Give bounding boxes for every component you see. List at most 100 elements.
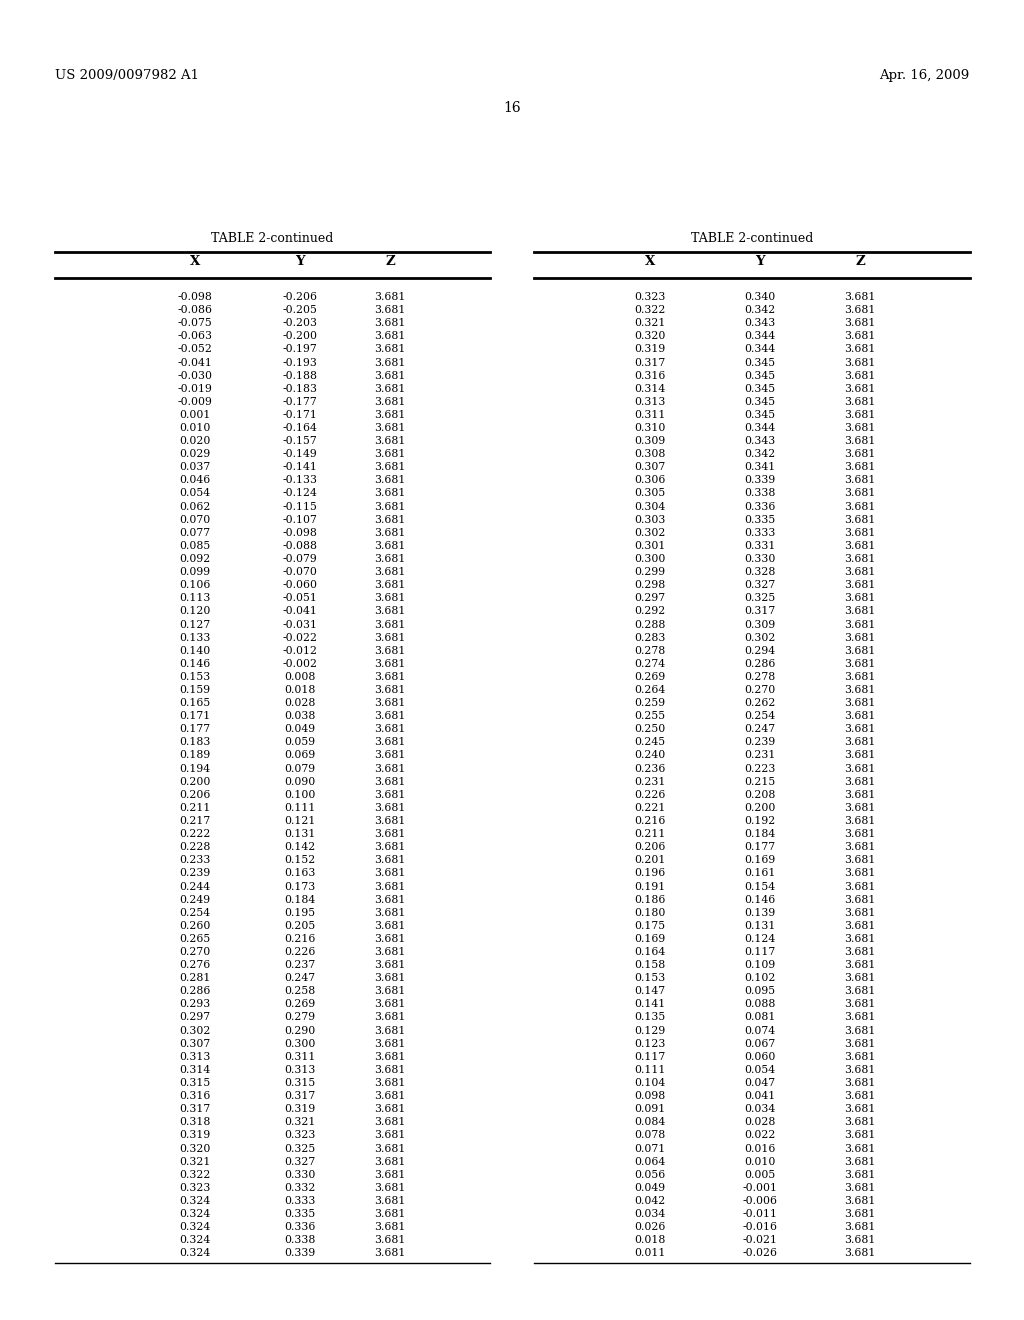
Text: 3.681: 3.681 — [845, 515, 876, 525]
Text: -0.088: -0.088 — [283, 541, 317, 550]
Text: 3.681: 3.681 — [375, 935, 406, 944]
Text: 0.305: 0.305 — [635, 488, 666, 499]
Text: 3.681: 3.681 — [845, 345, 876, 354]
Text: 0.343: 0.343 — [744, 436, 775, 446]
Text: 0.169: 0.169 — [635, 935, 666, 944]
Text: 0.313: 0.313 — [179, 1052, 211, 1061]
Text: 0.321: 0.321 — [179, 1156, 211, 1167]
Text: 0.345: 0.345 — [744, 371, 775, 380]
Text: X: X — [645, 255, 655, 268]
Text: 0.100: 0.100 — [285, 789, 315, 800]
Text: 3.681: 3.681 — [375, 593, 406, 603]
Text: 0.313: 0.313 — [285, 1065, 315, 1074]
Text: 0.237: 0.237 — [285, 960, 315, 970]
Text: 0.315: 0.315 — [179, 1078, 211, 1088]
Text: 0.300: 0.300 — [285, 1039, 315, 1048]
Text: 0.042: 0.042 — [635, 1196, 666, 1206]
Text: 0.258: 0.258 — [285, 986, 315, 997]
Text: 0.321: 0.321 — [285, 1117, 315, 1127]
Text: 0.041: 0.041 — [744, 1092, 775, 1101]
Text: Y: Y — [295, 255, 305, 268]
Text: 3.681: 3.681 — [375, 842, 406, 853]
Text: 3.681: 3.681 — [375, 1105, 406, 1114]
Text: -0.063: -0.063 — [177, 331, 213, 342]
Text: 0.184: 0.184 — [285, 895, 315, 904]
Text: 0.135: 0.135 — [635, 1012, 666, 1023]
Text: 3.681: 3.681 — [375, 685, 406, 696]
Text: 0.344: 0.344 — [744, 345, 775, 354]
Text: 3.681: 3.681 — [375, 581, 406, 590]
Text: 0.318: 0.318 — [179, 1117, 211, 1127]
Text: 0.184: 0.184 — [744, 829, 775, 840]
Text: 0.323: 0.323 — [634, 292, 666, 302]
Text: 3.681: 3.681 — [845, 816, 876, 826]
Text: 0.056: 0.056 — [635, 1170, 666, 1180]
Text: 0.320: 0.320 — [179, 1143, 211, 1154]
Text: -0.026: -0.026 — [742, 1249, 777, 1258]
Text: 0.325: 0.325 — [285, 1143, 315, 1154]
Text: 3.681: 3.681 — [845, 632, 876, 643]
Text: 0.333: 0.333 — [285, 1196, 315, 1206]
Text: 0.328: 0.328 — [744, 568, 776, 577]
Text: 0.196: 0.196 — [635, 869, 666, 878]
Text: 0.046: 0.046 — [179, 475, 211, 486]
Text: 0.206: 0.206 — [634, 842, 666, 853]
Text: TABLE 2-continued: TABLE 2-continued — [691, 232, 813, 246]
Text: 3.681: 3.681 — [845, 1170, 876, 1180]
Text: 0.180: 0.180 — [634, 908, 666, 917]
Text: -0.019: -0.019 — [177, 384, 212, 393]
Text: 3.681: 3.681 — [845, 593, 876, 603]
Text: 3.681: 3.681 — [845, 462, 876, 473]
Text: 0.078: 0.078 — [635, 1130, 666, 1140]
Text: 3.681: 3.681 — [845, 1117, 876, 1127]
Text: 3.681: 3.681 — [845, 698, 876, 708]
Text: 3.681: 3.681 — [375, 305, 406, 315]
Text: 0.341: 0.341 — [744, 462, 775, 473]
Text: 0.169: 0.169 — [744, 855, 775, 866]
Text: 3.681: 3.681 — [845, 921, 876, 931]
Text: -0.124: -0.124 — [283, 488, 317, 499]
Text: 3.681: 3.681 — [845, 422, 876, 433]
Text: -0.171: -0.171 — [283, 411, 317, 420]
Text: 3.681: 3.681 — [375, 1170, 406, 1180]
Text: 0.124: 0.124 — [744, 935, 775, 944]
Text: 0.338: 0.338 — [744, 488, 776, 499]
Text: 0.175: 0.175 — [635, 921, 666, 931]
Text: 0.338: 0.338 — [285, 1236, 315, 1245]
Text: 3.681: 3.681 — [845, 1130, 876, 1140]
Text: 0.117: 0.117 — [744, 946, 775, 957]
Text: 3.681: 3.681 — [375, 1092, 406, 1101]
Text: 0.183: 0.183 — [179, 738, 211, 747]
Text: 0.201: 0.201 — [634, 855, 666, 866]
Text: 0.290: 0.290 — [285, 1026, 315, 1036]
Text: 0.034: 0.034 — [744, 1105, 775, 1114]
Text: 0.307: 0.307 — [635, 462, 666, 473]
Text: -0.001: -0.001 — [742, 1183, 777, 1193]
Text: 0.142: 0.142 — [285, 842, 315, 853]
Text: 0.279: 0.279 — [285, 1012, 315, 1023]
Text: 0.342: 0.342 — [744, 449, 775, 459]
Text: 0.336: 0.336 — [285, 1222, 315, 1232]
Text: 3.681: 3.681 — [845, 1249, 876, 1258]
Text: 0.064: 0.064 — [635, 1156, 666, 1167]
Text: 0.131: 0.131 — [285, 829, 315, 840]
Text: 3.681: 3.681 — [375, 1249, 406, 1258]
Text: 0.239: 0.239 — [179, 869, 211, 878]
Text: 0.306: 0.306 — [634, 475, 666, 486]
Text: 3.681: 3.681 — [375, 1236, 406, 1245]
Text: 3.681: 3.681 — [375, 1078, 406, 1088]
Text: -0.002: -0.002 — [283, 659, 317, 669]
Text: -0.031: -0.031 — [283, 619, 317, 630]
Text: 0.335: 0.335 — [744, 515, 775, 525]
Text: 3.681: 3.681 — [375, 645, 406, 656]
Text: -0.205: -0.205 — [283, 305, 317, 315]
Text: 3.681: 3.681 — [845, 1078, 876, 1088]
Text: 0.139: 0.139 — [744, 908, 775, 917]
Text: 3.681: 3.681 — [375, 436, 406, 446]
Text: 0.309: 0.309 — [744, 619, 775, 630]
Text: 0.231: 0.231 — [744, 751, 776, 760]
Text: 3.681: 3.681 — [845, 986, 876, 997]
Text: 3.681: 3.681 — [845, 619, 876, 630]
Text: 3.681: 3.681 — [845, 502, 876, 512]
Text: 3.681: 3.681 — [845, 488, 876, 499]
